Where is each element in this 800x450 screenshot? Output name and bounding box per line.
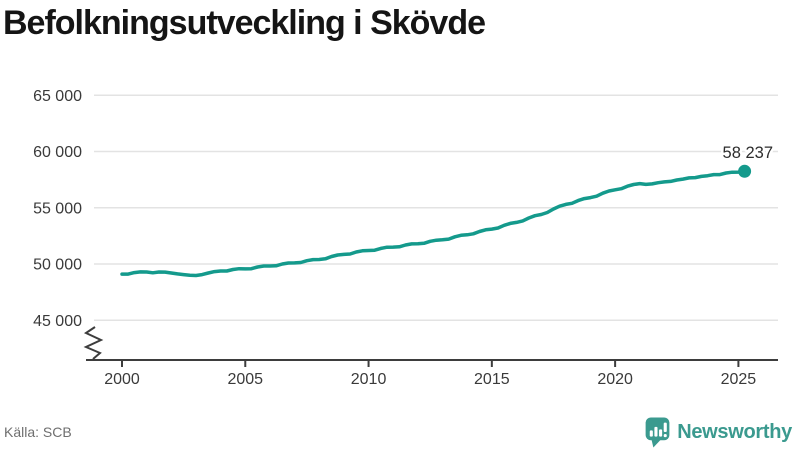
source-label: Källa: SCB — [4, 424, 72, 440]
y-tick-label: 50 000 — [33, 257, 82, 274]
chart-footer: Källa: SCB Newsworthy — [4, 416, 792, 448]
y-tick-label: 55 000 — [33, 200, 82, 217]
axis-break-icon — [83, 326, 104, 360]
y-tick-label: 60 000 — [33, 144, 82, 161]
latest-value-marker — [738, 164, 752, 178]
x-tick-label: 2010 — [351, 371, 387, 388]
newsworthy-wordmark: Newsworthy — [677, 420, 792, 443]
x-tick-label: 2000 — [104, 371, 140, 388]
chart-title: Befolkningsutveckling i Skövde — [3, 4, 486, 42]
newsworthy-logo-icon — [645, 417, 670, 447]
x-tick-label: 2015 — [474, 371, 510, 388]
x-tick-label: 2020 — [597, 371, 633, 388]
y-tick-label: 65 000 — [33, 88, 82, 105]
y-axis-labels: 65 000 60 000 55 000 50 000 45 000 — [33, 88, 82, 330]
latest-value-label: 58 237 — [723, 144, 773, 162]
population-line — [120, 169, 747, 278]
y-tick-label: 45 000 — [33, 313, 82, 330]
x-tick-label: 2005 — [227, 371, 263, 388]
x-tick-label: 2025 — [721, 371, 757, 388]
gridlines — [94, 94, 778, 321]
x-axis-ticks: 2000 2005 2010 2015 2020 2025 — [104, 360, 756, 388]
newsworthy-logo: Newsworthy — [645, 417, 792, 448]
